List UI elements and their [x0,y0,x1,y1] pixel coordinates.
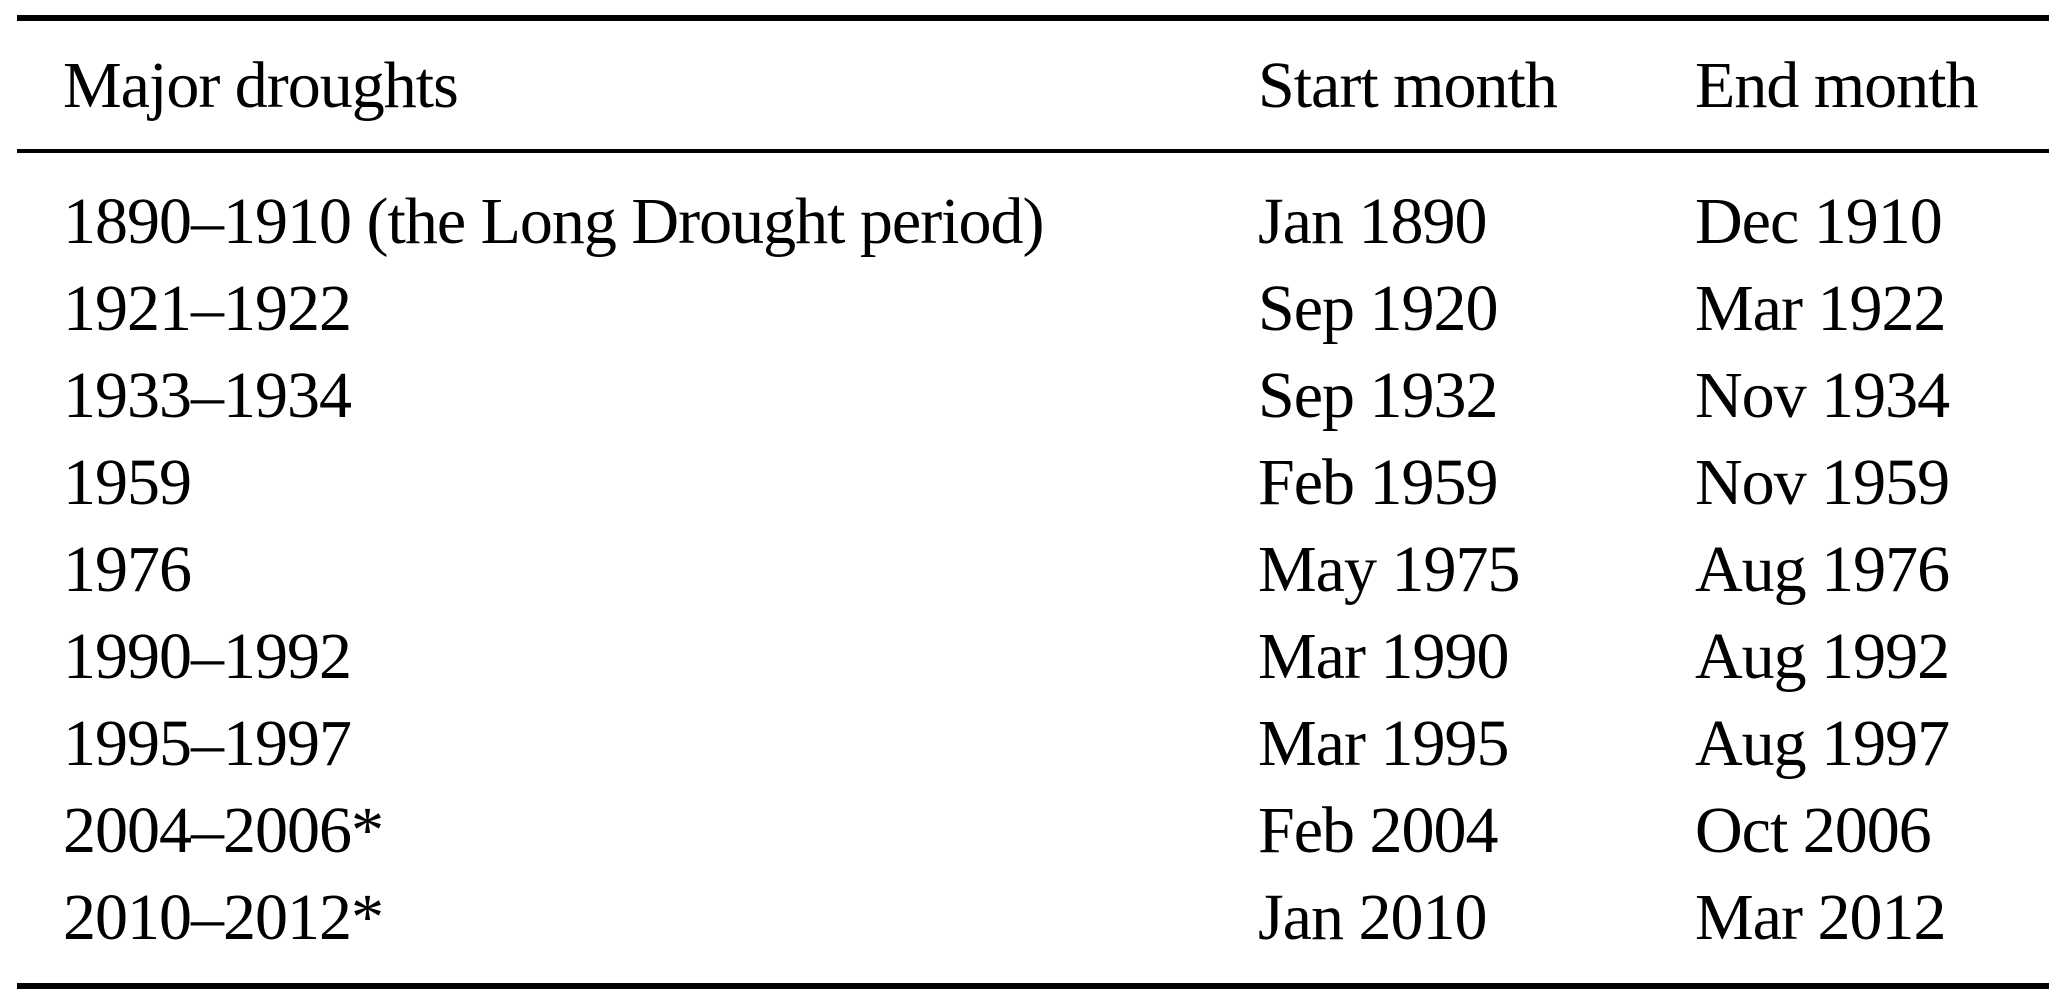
start-month-cell: Sep 1920 [1258,272,1499,345]
column-header-end-month: End month [1695,48,1979,122]
start-month-cell: Mar 1990 [1258,620,1509,693]
drought-period-cell: 2010–2012* [63,881,384,954]
start-month-cell: Jan 2010 [1258,881,1487,954]
table-body: 1890–1910 (the Long Drought period) Jan … [17,153,2049,983]
table-row: 1921–1922 Sep 1920 Mar 1922 [17,265,2049,352]
table-row: 1959 Feb 1959 Nov 1959 [17,439,2049,526]
table-header-row: Major droughts Start month End month [17,21,2049,149]
end-month-cell: Aug 1997 [1695,707,1950,780]
table-row: 1890–1910 (the Long Drought period) Jan … [17,178,2049,265]
end-month-cell: Mar 1922 [1695,272,1946,345]
start-month-cell: Sep 1932 [1258,359,1499,432]
start-month-cell: Feb 1959 [1258,446,1499,519]
drought-period-cell: 1995–1997 [63,707,352,780]
end-month-cell: Aug 1976 [1695,533,1950,606]
drought-period-cell: 1959 [63,446,192,519]
column-header-major-droughts: Major droughts [63,48,459,122]
drought-period-cell: 1976 [63,533,192,606]
table-row: 1995–1997 Mar 1995 Aug 1997 [17,700,2049,787]
table-row: 2004–2006* Feb 2004 Oct 2006 [17,787,2049,874]
start-month-cell: May 1975 [1258,533,1520,606]
table-row: 1990–1992 Mar 1990 Aug 1992 [17,613,2049,700]
table-header: Major droughts Start month End month [17,21,2049,153]
end-month-cell: Mar 2012 [1695,881,1946,954]
start-month-cell: Feb 2004 [1258,794,1499,867]
end-month-cell: Nov 1934 [1695,359,1950,432]
drought-period-cell: 1990–1992 [63,620,352,693]
end-month-cell: Dec 1910 [1695,185,1943,258]
drought-period-cell: 1921–1922 [63,272,352,345]
major-droughts-table: Major droughts Start month End month 189… [17,15,2049,989]
table-row: 2010–2012* Jan 2010 Mar 2012 [17,874,2049,961]
drought-period-cell: 1933–1934 [63,359,352,432]
table-row: 1976 May 1975 Aug 1976 [17,526,2049,613]
table-row: 1933–1934 Sep 1932 Nov 1934 [17,352,2049,439]
start-month-cell: Jan 1890 [1258,185,1487,258]
end-month-cell: Oct 2006 [1695,794,1932,867]
start-month-cell: Mar 1995 [1258,707,1509,780]
drought-period-cell: 2004–2006* [63,794,384,867]
drought-period-cell: 1890–1910 (the Long Drought period) [63,185,1045,258]
end-month-cell: Nov 1959 [1695,446,1950,519]
end-month-cell: Aug 1992 [1695,620,1950,693]
column-header-start-month: Start month [1258,48,1558,122]
